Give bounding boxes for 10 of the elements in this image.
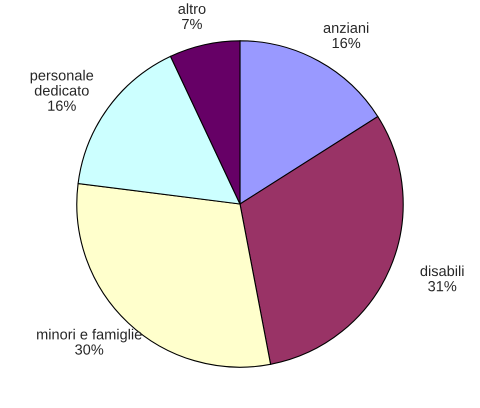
data-label: 30% xyxy=(75,344,104,355)
slice-label: minori e famiglie xyxy=(37,328,142,342)
slice-label: personale dedicato xyxy=(30,70,94,96)
data-label: 16% xyxy=(332,38,360,48)
slice-label: altro xyxy=(178,3,206,14)
data-label: 16% xyxy=(48,100,76,111)
slice-label: disabili xyxy=(420,265,464,276)
data-label: 31% xyxy=(428,281,456,292)
data-label: 7% xyxy=(182,18,202,30)
slice-label: anziani xyxy=(324,22,368,33)
